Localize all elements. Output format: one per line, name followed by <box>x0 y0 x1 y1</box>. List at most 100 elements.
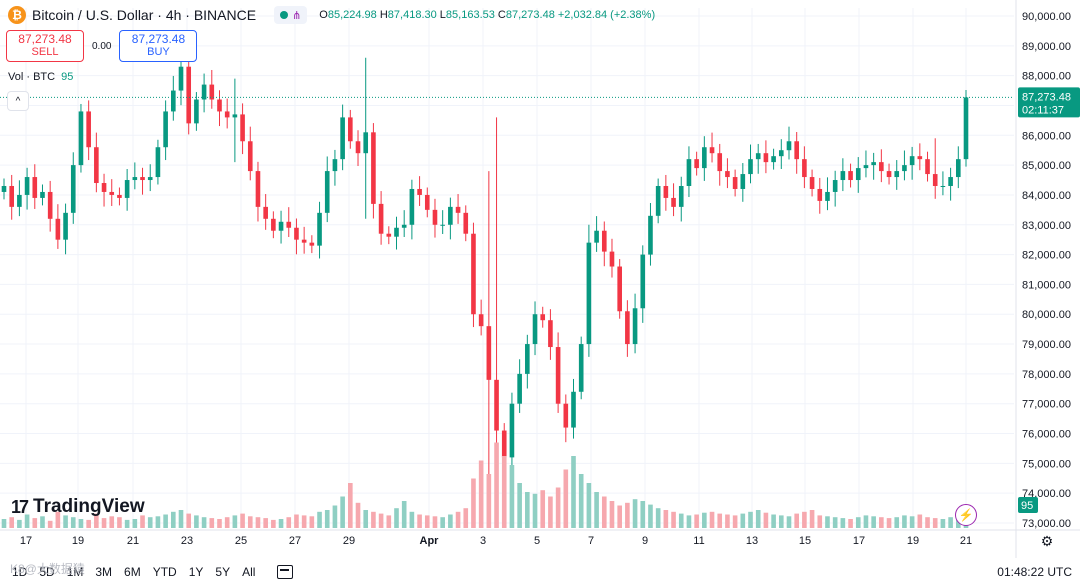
candle-body <box>455 206 461 213</box>
candle-body <box>109 191 115 195</box>
candle-body <box>86 111 91 148</box>
volume-bar <box>509 465 515 528</box>
timeframe-selector: 1D 5D 1M 3M 6M YTD 1Y 5Y All <box>12 565 255 579</box>
x-tick-label: 9 <box>642 535 648 547</box>
volume-bar <box>355 502 361 528</box>
candle-body <box>332 159 338 172</box>
volume-bar <box>70 517 76 528</box>
volume-bar <box>478 460 484 528</box>
volume-bar <box>902 515 907 528</box>
volume-bar <box>86 519 91 528</box>
buy-price: 87,273.48 <box>131 32 186 46</box>
candle-body <box>855 168 861 181</box>
volume-bar <box>209 518 215 528</box>
candle-body <box>394 227 399 237</box>
volume-bar <box>909 516 915 528</box>
volume-bar <box>671 511 676 528</box>
timeframe-5d[interactable]: 5D <box>39 565 55 579</box>
timeframe-1y[interactable]: 1Y <box>188 565 204 579</box>
candle-body <box>686 159 692 186</box>
x-tick-label: 23 <box>181 535 193 547</box>
volume-bar <box>178 510 184 528</box>
candle-body <box>571 391 576 428</box>
volume-bar <box>494 442 499 528</box>
candle-body <box>532 314 538 345</box>
calendar-icon[interactable] <box>277 565 294 579</box>
volume-bar <box>378 513 384 528</box>
volume-legend[interactable]: Vol · BTC 95 <box>8 71 73 83</box>
candle-body <box>525 344 530 374</box>
candle-body <box>171 90 176 112</box>
volume-bar <box>725 514 730 528</box>
timeframe-5y[interactable]: 5Y <box>215 565 231 579</box>
buy-button[interactable]: 87,273.48 BUY <box>119 30 198 62</box>
timeframe-1m[interactable]: 1M <box>66 565 84 579</box>
candle-body <box>755 153 761 160</box>
y-tick-label: 76,000.00 <box>1022 429 1071 441</box>
volume-bar <box>517 483 522 528</box>
timeframe-6m[interactable]: 6M <box>124 565 141 579</box>
volume-bar <box>63 515 68 528</box>
volume-bar <box>47 520 53 528</box>
volume-badge <box>1018 497 1038 513</box>
collapse-legend-button[interactable]: ^ <box>7 91 29 111</box>
candle-body <box>32 177 38 198</box>
timeframe-3m[interactable]: 3M <box>95 565 113 579</box>
volume-bar <box>294 514 299 528</box>
volume-bar <box>424 515 430 528</box>
volume-bar <box>386 515 392 528</box>
volume-bar <box>455 511 461 528</box>
gear-icon[interactable]: ⚙ <box>1040 532 1054 549</box>
candle-body <box>340 117 345 160</box>
volume-bar <box>147 517 153 528</box>
volume-bar <box>309 516 315 528</box>
volume-bar <box>686 515 692 528</box>
volume-bar <box>501 456 507 528</box>
low-label: L <box>439 9 446 21</box>
timeframe-1d[interactable]: 1D <box>12 565 28 579</box>
candle-body <box>609 251 615 267</box>
volume-bar <box>625 502 630 528</box>
candle-body <box>578 344 584 392</box>
candle-body <box>301 239 307 243</box>
lightning-icon[interactable]: ⚡ <box>955 504 977 526</box>
y-tick-label: 77,000.00 <box>1022 399 1071 411</box>
change-value: +2,032.84 (+2.38%) <box>557 9 656 21</box>
y-tick-label: 90,000.00 <box>1022 11 1071 23</box>
sell-button[interactable]: 87,273.48 SELL <box>6 30 84 62</box>
symbol-title[interactable]: Bitcoin / U.S. Dollar · 4h · BINANCE <box>32 7 257 23</box>
volume-bar <box>586 483 592 528</box>
indicator-toggle[interactable]: ⋔ <box>274 6 308 24</box>
timeframe-ytd[interactable]: YTD <box>152 565 177 579</box>
y-tick-label: 79,000.00 <box>1022 339 1071 351</box>
volume-bar <box>632 499 638 528</box>
x-tick-label: 27 <box>289 535 301 547</box>
volume-bar <box>555 487 561 528</box>
candle-body <box>309 242 315 246</box>
candle-body <box>948 177 953 186</box>
candle-body <box>463 212 469 234</box>
candle-body <box>471 233 476 315</box>
candle-body <box>702 147 707 169</box>
volume-bar <box>740 513 746 528</box>
candle-body <box>748 159 753 175</box>
volume-bar <box>332 505 338 528</box>
candle-body <box>709 147 715 154</box>
candle-body <box>194 99 199 124</box>
volume-bar <box>124 519 130 528</box>
chevron-up-icon: ^ <box>15 95 21 107</box>
y-tick-label: 88,000.00 <box>1022 71 1071 83</box>
candle-body <box>640 254 646 309</box>
candle-body <box>517 373 522 404</box>
volume-bar <box>809 510 815 528</box>
volume-bar <box>755 510 761 528</box>
volume-bar <box>240 513 245 528</box>
y-tick-label: 85,000.00 <box>1022 160 1071 172</box>
volume-bar <box>840 518 846 528</box>
timeframe-all[interactable]: All <box>242 565 256 579</box>
price-chart[interactable]: 73,000.0074,000.0075,000.0076,000.0077,0… <box>0 0 1080 558</box>
utc-clock[interactable]: 01:48:22 UTC <box>997 565 1072 579</box>
candle-body <box>932 174 938 186</box>
ohlc-readout: O85,224.98 H87,418.30 L85,163.53 C87,273… <box>319 9 655 21</box>
volume-legend-label: Vol · BTC <box>8 71 56 83</box>
